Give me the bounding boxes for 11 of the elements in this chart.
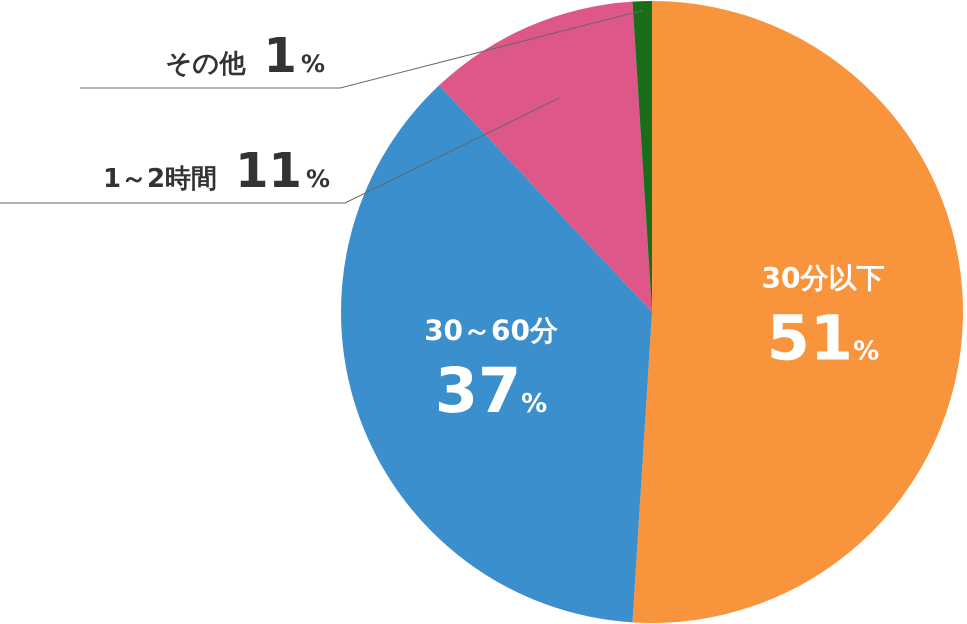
slice-label: その他 bbox=[166, 49, 247, 79]
data-label: 1% bbox=[264, 28, 325, 84]
pie-slice bbox=[439, 2, 652, 312]
pie-slice bbox=[341, 85, 652, 622]
slice-label: 1～2時間 bbox=[102, 164, 218, 194]
data-label: 37% bbox=[434, 354, 548, 427]
pie-slice bbox=[632, 1, 963, 622]
slice-label: 30～60分 bbox=[424, 314, 560, 347]
data-label: 11% bbox=[235, 143, 330, 199]
data-label: 51% bbox=[766, 301, 880, 374]
slice-label: 30分以下 bbox=[761, 261, 884, 294]
